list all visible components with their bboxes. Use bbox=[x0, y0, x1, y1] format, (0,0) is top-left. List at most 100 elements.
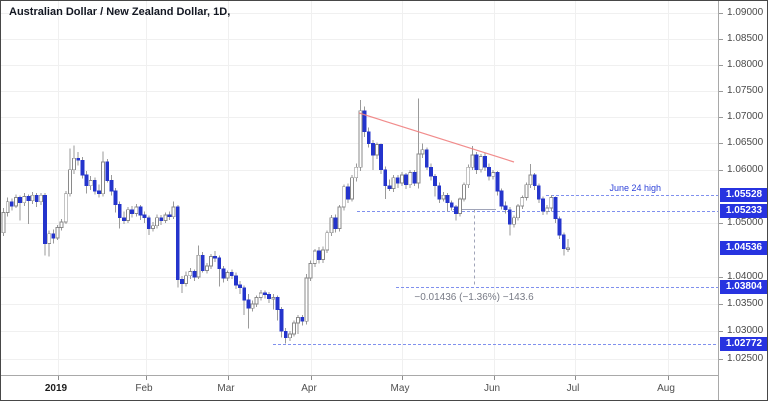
candle-body-up bbox=[350, 177, 355, 200]
candle-body-up bbox=[466, 166, 471, 186]
price-axis[interactable]: 1.09000 1.08500 1.08000 1.07500 1.07000 1.065… bbox=[718, 1, 767, 375]
candle-body-down bbox=[507, 209, 512, 225]
candle-body-down bbox=[113, 190, 118, 205]
candle-body-up bbox=[354, 166, 359, 179]
price-tick-label: 1.07000 bbox=[719, 111, 767, 123]
price-tick-label: 1.06500 bbox=[719, 137, 767, 149]
candle-body-up bbox=[254, 297, 259, 305]
time-axis-tick bbox=[494, 376, 495, 380]
candle-body-down bbox=[167, 214, 172, 218]
price-tick-label: 1.02500 bbox=[719, 353, 767, 365]
candle-body-up bbox=[63, 193, 68, 223]
time-axis[interactable]: 2019 Feb Mar Apr May Jun Jul Aug bbox=[1, 375, 767, 400]
candle-body-up bbox=[549, 197, 554, 209]
candle-body-up bbox=[337, 206, 342, 229]
candle-body-up bbox=[287, 333, 292, 339]
candle-body-down bbox=[445, 194, 450, 204]
candle-body-down bbox=[109, 180, 114, 192]
candle-body-up bbox=[341, 186, 346, 208]
candle-body-up bbox=[5, 201, 10, 213]
candle-body-down bbox=[346, 186, 350, 200]
price-badge: 1.04536 bbox=[720, 240, 767, 255]
candle-body-down bbox=[557, 218, 562, 236]
candle-body-down bbox=[121, 217, 126, 221]
time-axis-tick bbox=[668, 376, 669, 380]
candle-body-down bbox=[84, 174, 89, 187]
candle-body-up bbox=[329, 217, 334, 234]
candle-body-up bbox=[47, 233, 52, 244]
candle-body-down bbox=[387, 185, 392, 189]
candle-body-up bbox=[308, 262, 313, 279]
candle-body-up bbox=[184, 275, 189, 284]
time-axis-label: Apr bbox=[301, 383, 317, 394]
candle-body-up bbox=[512, 217, 516, 225]
candle-body-down bbox=[429, 166, 433, 177]
candle-body-up bbox=[312, 250, 317, 264]
price-tick-label: 1.08500 bbox=[719, 33, 767, 45]
candle-body-up bbox=[22, 195, 27, 204]
candle-body-down bbox=[366, 131, 371, 144]
chart-symbol-title[interactable]: Australian Dollar / New Zealand Dollar, … bbox=[9, 6, 231, 18]
candle-body-down bbox=[263, 292, 267, 295]
price-badge: 1.02772 bbox=[720, 336, 767, 351]
candle-body-up bbox=[441, 194, 446, 200]
candle-body-up bbox=[358, 110, 363, 168]
chart-plot-area[interactable]: Australian Dollar / New Zealand Dollar, … bbox=[1, 1, 718, 375]
candle-body-up bbox=[188, 271, 193, 277]
price-tick-label: 1.07500 bbox=[719, 85, 767, 97]
candlestick-chart-canvas[interactable] bbox=[1, 1, 718, 375]
candle-body-down bbox=[97, 190, 101, 195]
time-axis-tick bbox=[58, 376, 59, 380]
price-tick-label: 1.03500 bbox=[719, 298, 767, 310]
june-24-high-ray-label[interactable]: June 24 high bbox=[609, 182, 661, 193]
price-tick-label: 1.06000 bbox=[719, 164, 767, 176]
candle-body-down bbox=[130, 209, 135, 214]
candle-body-down bbox=[26, 195, 31, 202]
candle-body-down bbox=[333, 217, 338, 229]
candle-body-up bbox=[38, 194, 43, 203]
time-axis-tick bbox=[146, 376, 147, 380]
candle-body-up bbox=[68, 169, 72, 195]
time-axis-tick bbox=[402, 376, 403, 380]
time-axis-label: May bbox=[390, 383, 410, 394]
candle-body-up bbox=[1, 211, 6, 234]
time-axis-tick bbox=[228, 376, 229, 380]
candle-body-down bbox=[242, 287, 247, 301]
price-badge: 1.05528 bbox=[720, 187, 767, 202]
candle-body-down bbox=[138, 206, 143, 216]
candle-body-down bbox=[503, 205, 508, 211]
candle-body-down bbox=[267, 293, 272, 299]
candle-body-down bbox=[437, 185, 442, 200]
time-axis-label: Jun bbox=[483, 383, 501, 394]
price-badge: 1.03804 bbox=[720, 280, 767, 295]
candle-body-up bbox=[408, 172, 413, 186]
candle-body-up bbox=[196, 254, 201, 278]
candle-body-down bbox=[18, 197, 23, 204]
candle-body-up bbox=[325, 232, 330, 251]
candle-body-down bbox=[532, 174, 537, 187]
trendline[interactable] bbox=[358, 112, 515, 163]
candle-body-down bbox=[105, 161, 110, 181]
candle-body-up bbox=[416, 153, 421, 184]
candle-body-up bbox=[163, 214, 168, 221]
candle-body-up bbox=[296, 317, 301, 324]
candle-body-down bbox=[424, 149, 429, 168]
candle-body-down bbox=[246, 299, 251, 309]
candle-body-down bbox=[117, 203, 122, 219]
candle-body-up bbox=[528, 174, 533, 186]
candle-body-up bbox=[271, 297, 276, 300]
candle-body-down bbox=[229, 272, 234, 277]
candle-body-down bbox=[316, 250, 321, 260]
price-tick-label: 1.04000 bbox=[719, 271, 767, 283]
candle-body-up bbox=[470, 154, 475, 168]
axis-corner-cell bbox=[718, 375, 767, 400]
candle-body-up bbox=[516, 205, 520, 219]
candle-body-down bbox=[275, 297, 280, 310]
candle-body-down bbox=[221, 268, 226, 279]
candle-body-down bbox=[51, 233, 56, 239]
candle-body-down bbox=[362, 110, 367, 133]
time-axis-label: Jul bbox=[566, 383, 580, 394]
candle-body-down bbox=[192, 271, 197, 278]
candle-body-down bbox=[9, 201, 14, 207]
